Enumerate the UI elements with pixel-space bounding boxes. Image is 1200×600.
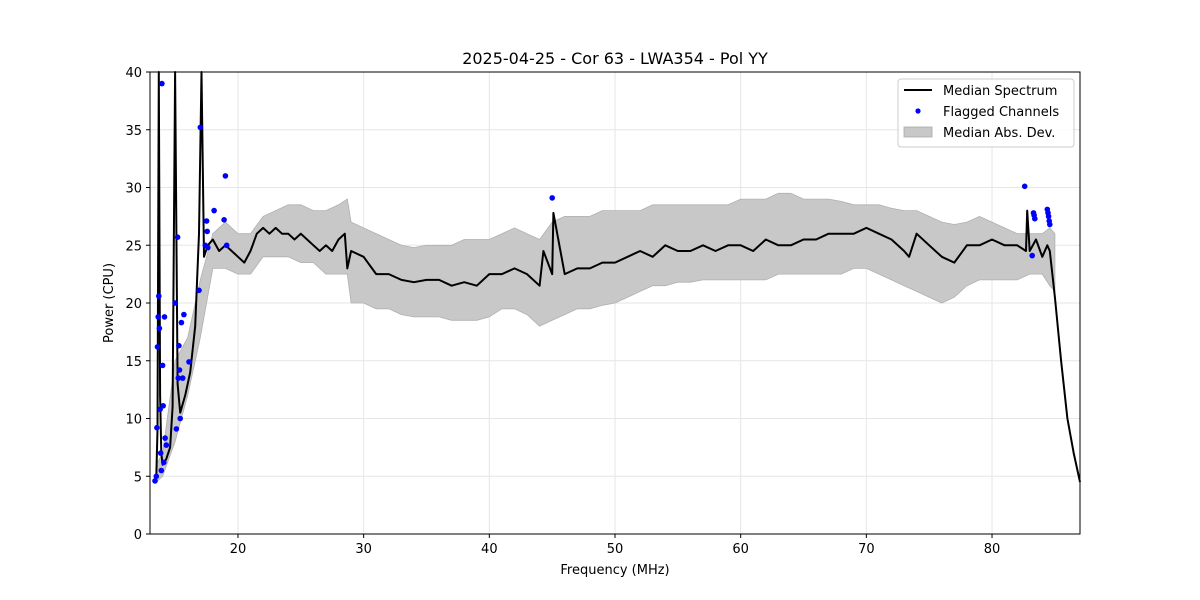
- flagged-channel-point: [176, 342, 182, 349]
- x-tick-label: 80: [984, 542, 1001, 557]
- flagged-channel-point: [159, 362, 166, 369]
- flagged-channel-point: [179, 375, 186, 381]
- flagged-channel-point: [205, 244, 211, 251]
- flagged-channel-point: [223, 242, 230, 249]
- flagged-channel-point: [203, 218, 210, 224]
- flagged-channel-point: [152, 478, 158, 484]
- y-tick-label: 30: [125, 182, 142, 197]
- flagged-channel-point: [173, 426, 180, 432]
- legend-flagged-label: Flagged Channels: [943, 105, 1059, 120]
- x-tick-label: 20: [230, 542, 247, 557]
- y-tick-label: 0: [134, 528, 142, 543]
- flagged-channel-point: [161, 314, 168, 320]
- x-tick-label: 40: [481, 542, 498, 557]
- flagged-channel-point: [156, 293, 162, 299]
- x-tick-label: 50: [607, 542, 624, 557]
- chart-title: 2025-04-25 - Cor 63 - LWA354 - Pol YY: [462, 49, 768, 68]
- x-tick-label: 60: [732, 542, 749, 557]
- legend-box: [897, 78, 1075, 148]
- flagged-channel-point: [1032, 215, 1038, 222]
- flagged-channel-point: [175, 375, 182, 381]
- legend-median-label: Median Spectrum: [943, 84, 1057, 99]
- flagged-channel-point: [1021, 183, 1028, 190]
- median-spectrum-line: [155, 71, 1081, 483]
- median-line-layer: [155, 71, 1081, 483]
- y-tick-label: 35: [125, 124, 142, 139]
- flagged-channel-point: [196, 287, 202, 294]
- flagged-channel-point: [181, 311, 187, 318]
- flagged-channel-point: [172, 300, 178, 306]
- flagged-channel-point: [1047, 221, 1053, 228]
- flagged-channel-point: [186, 359, 192, 365]
- y-tick-label: 40: [125, 66, 142, 81]
- y-tick-label: 20: [125, 297, 142, 312]
- legend-mad-patch-swatch: [903, 126, 933, 138]
- flagged-channel-point: [1029, 252, 1035, 259]
- flagged-channel-point: [154, 344, 161, 350]
- flagged-points-layer: [152, 80, 1053, 484]
- flagged-channel-point: [222, 173, 229, 179]
- flagged-channel-point: [161, 459, 167, 466]
- flagged-channel-point: [197, 124, 204, 131]
- y-tick-label: 15: [125, 355, 142, 370]
- flagged-channel-point: [157, 450, 164, 456]
- flagged-channel-point: [154, 424, 160, 431]
- flagged-channel-point: [155, 314, 161, 320]
- flagged-channel-point: [159, 80, 165, 87]
- flagged-channel-point: [174, 234, 181, 240]
- flagged-channel-point: [221, 217, 227, 223]
- legend-flagged-marker-swatch: [915, 108, 921, 114]
- flagged-channel-point: [178, 319, 185, 326]
- flagged-channel-point: [163, 442, 170, 448]
- legend: Median Spectrum Flagged Channels Median …: [897, 78, 1075, 148]
- flagged-channel-point: [158, 467, 165, 474]
- y-tick-label: 10: [125, 413, 142, 428]
- flagged-channel-point: [156, 325, 163, 332]
- flagged-channel-point: [160, 403, 166, 409]
- flagged-channel-point: [176, 367, 183, 373]
- x-axis-label: Frequency (MHz): [560, 563, 669, 578]
- flagged-channel-point: [211, 207, 217, 214]
- flagged-channel-point: [204, 228, 210, 235]
- y-axis-ticks: 0 5 10 15 20 25 30 35 40: [125, 66, 150, 543]
- flagged-channel-point: [549, 195, 555, 201]
- x-axis-ticks: 20 30 40 50 60 70 80: [230, 534, 1001, 557]
- flagged-channel-point: [162, 435, 168, 441]
- x-tick-label: 30: [355, 542, 372, 557]
- y-axis-label: Power (CPU): [102, 263, 117, 343]
- y-tick-label: 5: [134, 470, 142, 485]
- flagged-channel-point: [153, 473, 160, 480]
- x-tick-label: 70: [858, 542, 875, 557]
- y-tick-label: 25: [125, 239, 142, 254]
- legend-mad-label: Median Abs. Dev.: [943, 126, 1055, 141]
- flagged-channel-point: [1045, 213, 1052, 220]
- flagged-channel-point: [177, 415, 183, 422]
